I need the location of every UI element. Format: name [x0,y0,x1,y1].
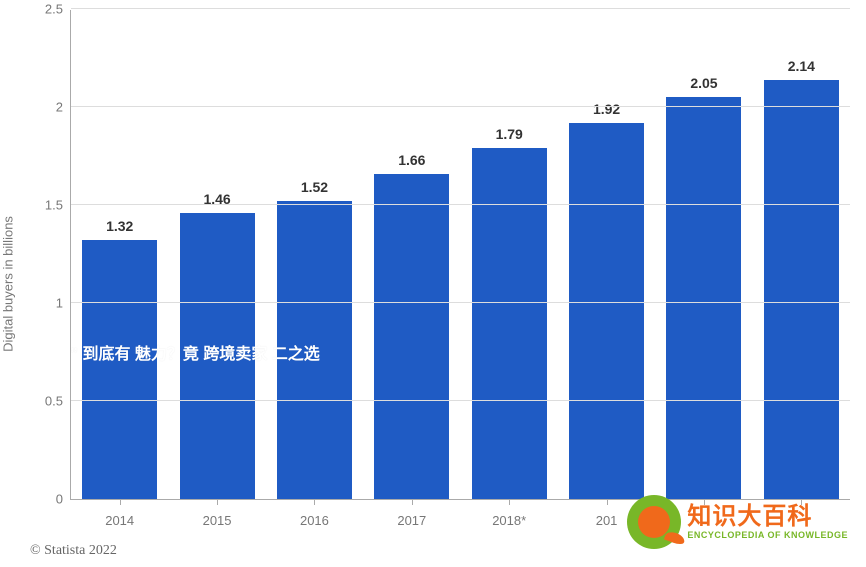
y-tick-label: 1 [56,296,71,311]
brand-logo: 知识大百科 ENCYCLOPEDIA OF KNOWLEDGE [627,495,848,549]
x-tick-label: 2014 [105,499,134,528]
bar-value-label: 1.66 [398,152,425,168]
x-tick-label: 2016 [300,499,329,528]
bar-slot: 2.05 [655,10,752,499]
bar-slot: 1.322014 [71,10,168,499]
x-tick-label: 2015 [203,499,232,528]
y-tick-label: 2.5 [45,2,71,17]
bar-value-label: 1.32 [106,218,133,234]
y-axis-label: Digital buyers in billions [1,216,16,352]
bar [666,97,741,499]
grid-line [71,400,850,401]
bar [82,240,157,499]
bar-value-label: 1.92 [593,101,620,117]
y-tick-label: 0.5 [45,394,71,409]
brand-logo-text: 知识大百科 ENCYCLOPEDIA OF KNOWLEDGE [687,505,848,540]
watermark-overlay-text: ” 到底有 魅力？竟 跨境卖家 二之选 [70,340,320,364]
brand-logo-mark [627,495,681,549]
y-tick-label: 2 [56,100,71,115]
y-tick-label: 0 [56,492,71,507]
grid-line [71,204,850,205]
bar-value-label: 2.14 [788,58,815,74]
brand-logo-main: 知识大百科 [687,505,848,529]
plot-area: 1.3220141.4620151.5220161.6620171.792018… [70,10,850,500]
bar-value-label: 1.79 [496,126,523,142]
bar-slot: 1.522016 [266,10,363,499]
bar [374,174,449,499]
y-tick-label: 1.5 [45,198,71,213]
grid-line [71,106,850,107]
bar-slot: 1.462015 [168,10,265,499]
bar-slot: 1.662017 [363,10,460,499]
bar [764,80,839,499]
bar-slot: 1.792018* [461,10,558,499]
bar-value-label: 2.05 [690,75,717,91]
bar-slot: 1.92201 [558,10,655,499]
bar-value-label: 1.52 [301,179,328,195]
x-tick-label: 201 [596,499,618,528]
bar [569,123,644,499]
bar [472,148,547,499]
grid-line [71,8,850,9]
chart-container: Digital buyers in billions 1.3220141.462… [0,0,866,567]
bars-group: 1.3220141.4620151.5220161.6620171.792018… [71,10,850,499]
grid-line [71,302,850,303]
bar-slot: 2.14 [753,10,850,499]
x-tick-label: 2018* [492,499,526,528]
copyright-text: © Statista 2022 [30,543,117,559]
brand-logo-sub: ENCYCLOPEDIA OF KNOWLEDGE [687,531,848,540]
x-tick-label: 2017 [397,499,426,528]
